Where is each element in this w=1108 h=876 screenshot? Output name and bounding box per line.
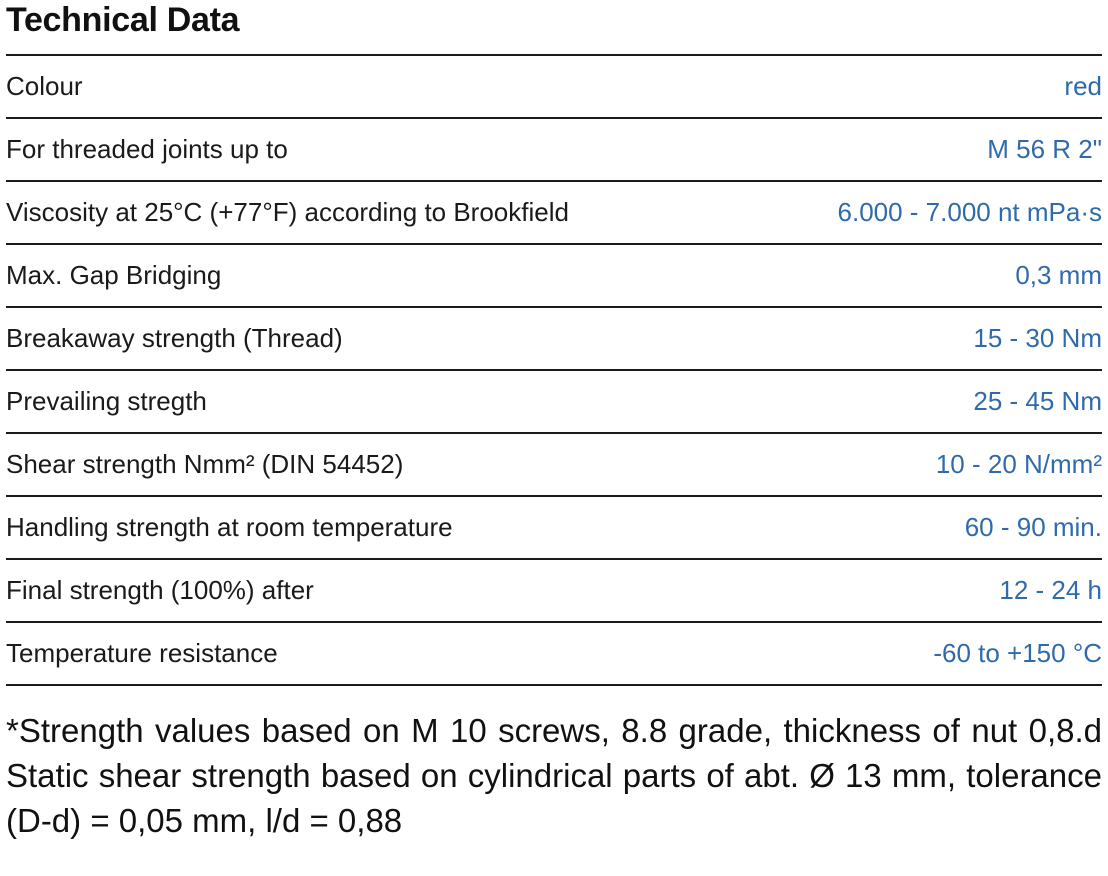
technical-data-sheet: Technical Data Colour red For threaded j… <box>6 0 1102 876</box>
table-row: Handling strength at room temperature 60… <box>6 497 1102 560</box>
table-row: Colour red <box>6 56 1102 119</box>
row-value: -60 to +150 °C <box>933 638 1102 668</box>
row-label: Max. Gap Bridging <box>6 260 222 290</box>
row-value: M 56 R 2" <box>987 134 1102 164</box>
row-label: Handling strength at room temperature <box>6 512 453 542</box>
row-label: Shear strength Nmm² (DIN 54452) <box>6 449 404 479</box>
table-row: Viscosity at 25°C (+77°F) according to B… <box>6 182 1102 245</box>
technical-data-table: Colour red For threaded joints up to M 5… <box>6 54 1102 686</box>
table-row: Final strength (100%) after 12 - 24 h <box>6 560 1102 623</box>
row-label: Final strength (100%) after <box>6 575 314 605</box>
row-label: For threaded joints up to <box>6 134 288 164</box>
row-value: red <box>1064 71 1102 101</box>
footnote: *Strength values based on M 10 screws, 8… <box>6 712 1102 839</box>
row-label: Prevailing stregth <box>6 386 207 416</box>
table-row: Prevailing stregth 25 - 45 Nm <box>6 371 1102 434</box>
row-value: 25 - 45 Nm <box>973 386 1102 416</box>
page-title: Technical Data <box>6 1 240 39</box>
row-label: Viscosity at 25°C (+77°F) according to B… <box>6 197 569 227</box>
row-label: Colour <box>6 71 83 101</box>
table-row: Shear strength Nmm² (DIN 54452) 10 - 20 … <box>6 434 1102 497</box>
row-value: 6.000 - 7.000 nt mPa·s <box>837 197 1102 227</box>
row-value: 0,3 mm <box>1015 260 1102 290</box>
table-row: Max. Gap Bridging 0,3 mm <box>6 245 1102 308</box>
row-value: 15 - 30 Nm <box>973 323 1102 353</box>
row-value: 12 - 24 h <box>999 575 1102 605</box>
row-label: Temperature resistance <box>6 638 278 668</box>
table-row: For threaded joints up to M 56 R 2" <box>6 119 1102 182</box>
row-value: 60 - 90 min. <box>964 512 1102 542</box>
row-label: Breakaway strength (Thread) <box>6 323 343 353</box>
table-row: Temperature resistance -60 to +150 °C <box>6 623 1102 686</box>
row-value: 10 - 20 N/mm² <box>935 449 1102 479</box>
table-row: Breakaway strength (Thread) 15 - 30 Nm <box>6 308 1102 371</box>
